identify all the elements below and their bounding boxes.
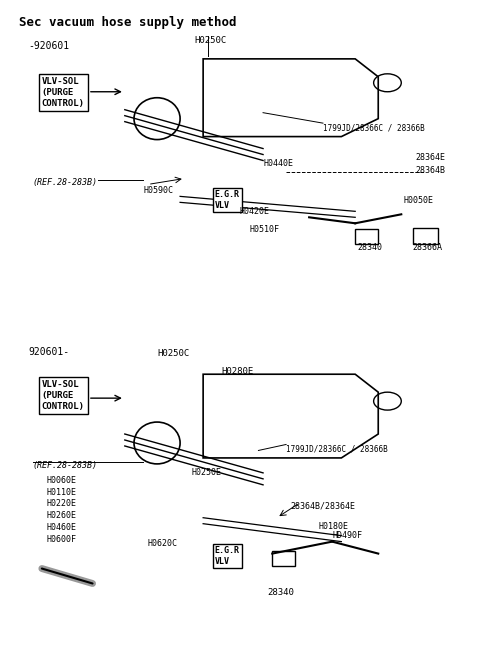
Text: H0250C: H0250C: [157, 349, 189, 358]
Text: -920601: -920601: [28, 41, 69, 51]
Bar: [355, 229, 378, 244]
Text: H0060E
H0110E
H0220E
H0260E
H0460E
H0600F: H0060E H0110E H0220E H0260E H0460E H0600…: [47, 476, 76, 544]
Text: H0440E: H0440E: [263, 159, 293, 168]
Text: 28340: 28340: [358, 242, 383, 252]
Text: (REF.28-283B): (REF.28-283B): [33, 179, 97, 187]
Text: H0250E: H0250E: [192, 468, 222, 478]
Text: H0280E: H0280E: [222, 367, 254, 376]
Text: E.G.R
VLV: E.G.R VLV: [215, 191, 240, 210]
Text: 28364B/28364E: 28364B/28364E: [291, 501, 356, 510]
Text: H0250C: H0250C: [194, 36, 226, 45]
Text: VLV-SOL
(PURGE
CONTROL): VLV-SOL (PURGE CONTROL): [42, 380, 85, 411]
Text: H0590C: H0590C: [143, 186, 173, 195]
Text: H0620C: H0620C: [148, 539, 178, 548]
Text: H0420E: H0420E: [240, 207, 270, 216]
Text: HD490F: HD490F: [332, 531, 362, 540]
Text: 28364E: 28364E: [415, 153, 445, 162]
Text: E.G.R
VLV: E.G.R VLV: [215, 546, 240, 566]
Text: 1799JD/28366C / 28366B: 1799JD/28366C / 28366B: [286, 445, 388, 453]
Bar: [272, 551, 295, 566]
Text: H0050E: H0050E: [404, 196, 433, 206]
Text: VLV-SOL
(PURGE
CONTROL): VLV-SOL (PURGE CONTROL): [42, 77, 85, 108]
Text: Sec vacuum hose supply method: Sec vacuum hose supply method: [19, 16, 237, 30]
Text: 1799JD/28366C / 28366B: 1799JD/28366C / 28366B: [323, 123, 425, 132]
Text: H0510F: H0510F: [249, 225, 279, 234]
Text: 28364B: 28364B: [415, 166, 445, 175]
Text: 28366A: 28366A: [413, 242, 443, 252]
Bar: [413, 228, 438, 244]
Text: H0180E: H0180E: [318, 522, 348, 532]
Text: (REF.28-283B): (REF.28-283B): [33, 461, 97, 470]
Text: 920601-: 920601-: [28, 348, 69, 357]
Text: 28340: 28340: [268, 588, 295, 597]
